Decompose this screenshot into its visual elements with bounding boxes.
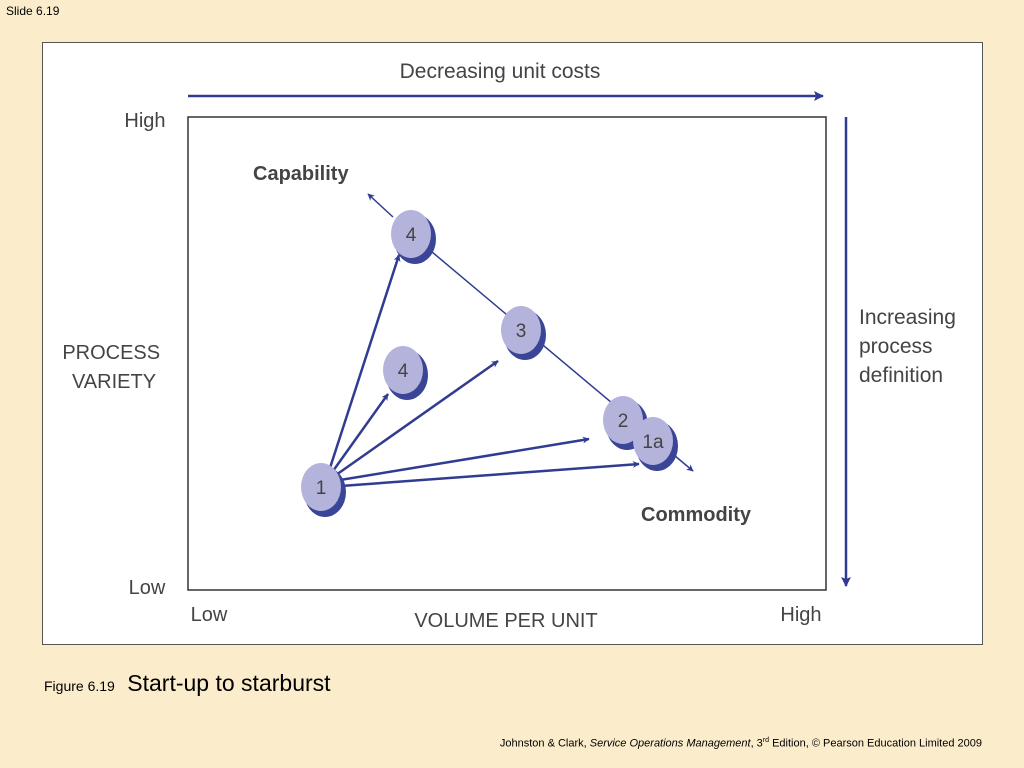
capability-label: Capability: [253, 163, 349, 185]
footer-edition-pre: , 3: [750, 737, 763, 750]
node-4: 4: [383, 346, 428, 400]
y-axis-title-line-2: VARIETY: [72, 371, 156, 393]
node-4-label: 4: [398, 361, 409, 382]
node-1a: 1a: [633, 417, 678, 471]
starburst-diagram: Decreasing unit costs Increasing process…: [62, 60, 962, 632]
figure-title: Start-up to starburst: [127, 670, 331, 696]
right-arrow-label-line-3: definition: [859, 364, 943, 387]
commodity-label: Commodity: [641, 504, 752, 526]
figure-caption: Figure 6.19 Start-up to starburst: [44, 670, 331, 697]
node-1a-label: 1a: [642, 432, 664, 453]
figure-panel: Decreasing unit costs Increasing process…: [42, 42, 983, 645]
top-arrow-label: Decreasing unit costs: [400, 60, 601, 83]
footer-book-title: Service Operations Management: [589, 737, 751, 750]
capability-direction-arrow: [367, 193, 394, 218]
node-2-label: 2: [618, 411, 629, 432]
arrow-1-to-5: [327, 254, 401, 472]
right-arrow-label: Increasing process definition: [859, 306, 962, 387]
right-arrow-label-line-1: Increasing: [859, 306, 956, 329]
y-axis-title-line-1: PROCESS: [62, 342, 160, 364]
citation-footer: Johnston & Clark, Service Operations Man…: [500, 737, 982, 750]
node-1-label: 1: [316, 478, 327, 499]
slide-number: Slide 6.19: [6, 4, 60, 18]
arrow-1-to-3: [335, 359, 499, 477]
footer-authors: Johnston & Clark,: [499, 737, 590, 750]
y-axis-high-label: High: [124, 110, 165, 132]
arrow-1-to-4: [331, 393, 390, 472]
x-axis-low-label: Low: [191, 604, 228, 626]
x-axis-high-label: High: [780, 604, 821, 626]
node-5-label: 4: [406, 225, 417, 246]
node-1: 1: [301, 463, 346, 517]
footer-edition-post: Edition, © Pearson Education Limited 200…: [769, 737, 982, 750]
plot-frame: [187, 116, 827, 591]
y-axis-low-label: Low: [129, 577, 166, 599]
node-5: 4: [391, 210, 436, 264]
figure-label: Figure 6.19: [44, 678, 115, 694]
footer-edition-sup: rd: [762, 737, 770, 744]
arrow-1-to-2: [339, 436, 590, 482]
arrow-1-to-1a: [340, 460, 640, 488]
node-3-label: 3: [516, 321, 527, 342]
node-3: 3: [501, 306, 546, 360]
y-axis-title: PROCESS VARIETY: [62, 342, 165, 393]
x-axis-title: VOLUME PER UNIT: [414, 610, 597, 632]
right-arrow-label-line-2: process: [859, 335, 933, 358]
